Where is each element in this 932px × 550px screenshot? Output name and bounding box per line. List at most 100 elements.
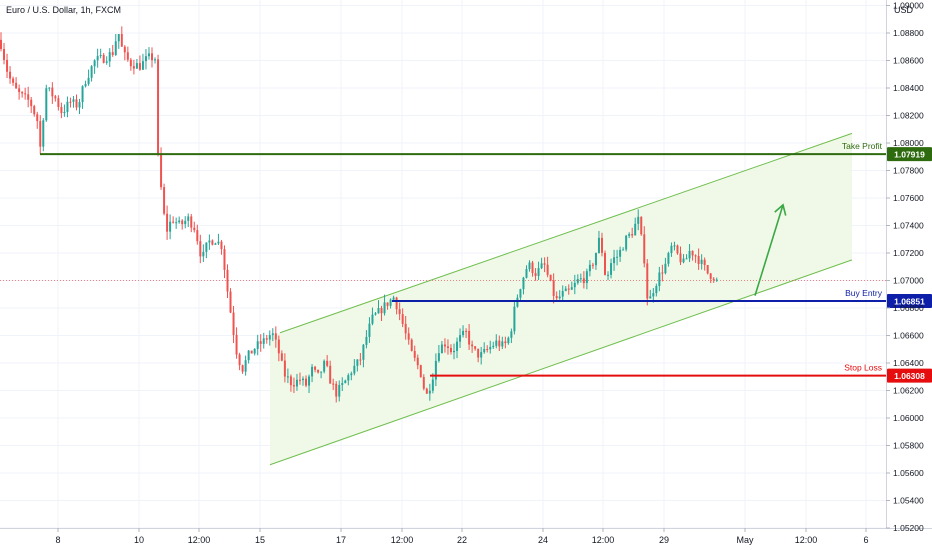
candle-body: [163, 187, 166, 214]
x-tick-label: 24: [538, 535, 548, 545]
candle-body: [434, 360, 437, 380]
candle-body: [341, 383, 344, 385]
candle-body: [184, 220, 187, 225]
candle-body: [483, 348, 486, 353]
level-price-tag: [887, 293, 932, 308]
candle-body: [39, 121, 42, 147]
candle-body: [649, 296, 652, 299]
candle-body: [99, 55, 102, 57]
projection-arrow[interactable]: [754, 203, 787, 296]
candle-body: [688, 250, 691, 259]
candle-body: [338, 384, 341, 397]
candle-body: [513, 306, 516, 332]
candle-body: [226, 269, 229, 292]
candle-body: [667, 253, 670, 264]
time-axis[interactable]: 8 10 12:00 15 17 12:00 22 24 12:00 29 May 12:00 6: [55, 528, 869, 545]
candle-body: [655, 285, 658, 294]
channel-upper-line[interactable]: [279, 132, 853, 334]
candle-body: [437, 353, 440, 361]
candle-body: [534, 273, 537, 276]
candle-body: [117, 33, 120, 42]
candle-body: [259, 341, 262, 344]
candle-body: [588, 264, 591, 272]
candle-body: [311, 366, 314, 377]
y-tick-label: 1.05600: [893, 468, 924, 478]
candle-body: [456, 341, 459, 351]
candle-body: [383, 302, 386, 314]
candle-body: [573, 282, 576, 288]
candle-body: [564, 288, 567, 292]
candle-body: [217, 241, 220, 244]
candle-body: [141, 61, 144, 70]
x-tick-label: 17: [336, 535, 346, 545]
candle-body: [471, 344, 474, 347]
candle-body: [377, 307, 380, 314]
candle-body: [664, 263, 667, 274]
y-tick-label: 1.07800: [893, 166, 924, 176]
candle-body: [428, 390, 431, 394]
y-tick-label: 1.07600: [893, 193, 924, 203]
level-price-label: 1.07919: [894, 150, 925, 160]
candle-body: [691, 250, 694, 256]
candle-body: [45, 88, 48, 121]
candle-body: [60, 107, 63, 114]
candle-body: [211, 240, 214, 245]
candle-body: [594, 252, 597, 266]
candle-body: [90, 66, 93, 78]
candle-body: [371, 314, 374, 324]
candle-body: [247, 350, 250, 361]
candle-body: [600, 237, 603, 253]
candle-body: [495, 340, 498, 346]
candle-body: [24, 93, 27, 95]
candle-body: [404, 323, 407, 334]
candle-body: [144, 56, 147, 62]
candle-body: [625, 235, 628, 250]
candle-body: [205, 242, 208, 252]
candle-body: [292, 385, 295, 387]
candle-body: [208, 240, 211, 243]
candle-body: [33, 106, 36, 115]
x-tick-label: 15: [255, 535, 265, 545]
candle-body: [486, 348, 489, 350]
candle-body: [673, 245, 676, 247]
candle-body: [317, 369, 320, 373]
candle-body: [347, 375, 350, 381]
candle-body: [700, 259, 703, 264]
candle-body: [531, 262, 534, 274]
y-tick-label: 1.06400: [893, 358, 924, 368]
candle-body: [21, 92, 24, 94]
level-label: Stop Loss: [844, 363, 882, 373]
price-axis[interactable]: 1.09000 1.08800 1.08600 1.08400 1.08200 1.080…: [886, 1, 924, 534]
y-tick-label: 1.09000: [893, 1, 924, 11]
candle-body: [468, 330, 471, 345]
candle-body: [72, 99, 75, 102]
candle-body: [320, 371, 323, 373]
level-label: Take Profit: [842, 141, 883, 151]
candle-body: [135, 63, 138, 69]
candle-body: [271, 333, 274, 336]
candle-body: [30, 99, 33, 107]
y-tick-label: 1.05400: [893, 496, 924, 506]
candle-body: [443, 344, 446, 347]
candle-body: [6, 59, 9, 72]
candle-body: [703, 259, 706, 265]
candle-body: [628, 234, 631, 236]
candle-body: [175, 222, 178, 224]
candle-body: [492, 345, 495, 347]
candle-body: [416, 357, 419, 366]
x-tick-label: 6: [863, 535, 868, 545]
y-tick-label: 1.05200: [893, 523, 924, 533]
candle-body: [465, 330, 468, 332]
candle-body: [619, 249, 622, 257]
level-label: Buy Entry: [845, 288, 883, 298]
candle-body: [525, 269, 528, 278]
candle-body: [462, 330, 465, 336]
candle-body: [604, 252, 606, 275]
candle-body: [286, 376, 289, 378]
candle-body: [528, 262, 531, 270]
candle-body: [425, 388, 428, 394]
candle-body: [295, 379, 298, 387]
candle-body: [679, 253, 682, 263]
level-price-label: 1.06308: [894, 371, 925, 381]
